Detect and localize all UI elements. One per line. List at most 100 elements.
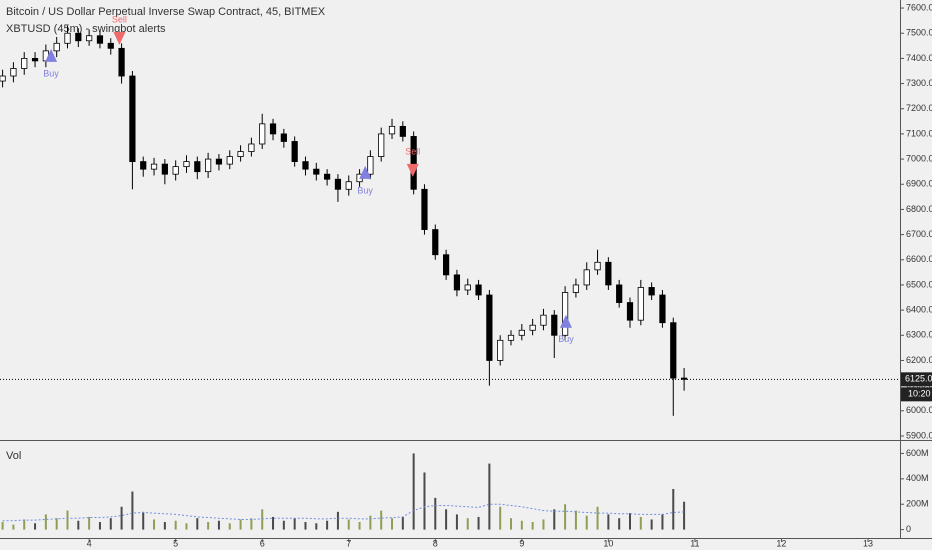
y-tick-label: 7300.0 [906,78,932,88]
volume-tick-label: 400M [906,473,929,483]
candle-body [594,261,601,271]
candle-body [626,302,634,321]
y-tick-label: 6700.0 [906,229,932,239]
candle-body [551,314,558,336]
y-tick-label: 6200.0 [906,355,932,365]
volume-title: Vol [6,450,21,462]
y-tick-label: 7400.0 [906,53,932,63]
chart-title: Bitcoin / US Dollar Perpetual Inverse Sw… [6,6,326,18]
candle-body [540,314,547,326]
candle-body [421,188,428,230]
volume-bar [650,519,653,530]
candle-body [129,75,136,163]
candle-body [248,143,255,152]
volume-bar [55,518,58,530]
candle-body [572,284,580,293]
volume-bar [629,513,631,530]
volume-bar [174,520,177,530]
volume-bar [77,520,80,530]
volume-bar [163,522,166,530]
candle-body [399,125,406,137]
candle-body [605,261,612,286]
volume-ma-line [2,503,685,522]
volume-bar [109,518,112,530]
candle-body [215,158,223,165]
volume-bar [153,519,156,530]
candle-body [10,68,17,77]
candle-body [583,269,590,286]
candle-body [475,284,482,296]
volume-bar [272,516,275,530]
candle-body [205,158,212,173]
y-tick-label: 7100.0 [906,128,932,138]
candle-body [464,284,471,291]
candle-body [0,75,6,82]
candle-body [507,334,515,341]
candle-body [443,254,450,276]
candle-body [21,57,28,69]
y-tick-label: 5900.0 [906,430,932,440]
last-price-label: 6125.0 [905,374,932,384]
volume-bar [596,506,599,530]
x-tick-label: 11 [690,538,699,548]
x-tick-label: 10 [603,538,613,548]
x-tick-label: 13 [863,538,873,548]
volume-bar [585,515,588,530]
volume-bar [391,518,394,530]
candle-body [616,284,623,303]
volume-bar [401,516,404,530]
volume-bar [336,511,339,530]
signal-label: Sell [112,14,127,24]
volume-bar [66,510,69,530]
volume-bar [607,514,610,530]
volume-bar [12,524,15,530]
candle-body [378,133,385,157]
volume-bar [466,518,469,530]
y-tick-label: 6400.0 [906,304,932,314]
volume-bar [510,518,513,530]
candle-body [561,292,569,336]
countdown-box [901,387,932,402]
volume-bar [683,501,686,530]
volume-bar [412,453,415,530]
signal-marker [559,314,572,328]
volume-bar [131,491,134,530]
volume-bar [661,514,664,530]
candle-body [648,287,655,296]
candle-body [345,181,352,190]
x-tick-label: 6 [260,538,265,548]
y-tick-label: 6000.0 [906,405,932,415]
volume-bar [142,511,145,530]
volume-bar [445,509,448,530]
volume-bar [326,520,329,530]
y-tick-label: 6500.0 [906,279,932,289]
signal-marker [113,32,126,46]
volume-bar [23,519,26,530]
volume-bar [304,522,307,530]
y-tick-label: 7000.0 [906,153,932,163]
candle-body [194,161,201,173]
y-tick-label: 6600.0 [906,254,932,264]
candle-body [670,322,677,379]
x-tick-label: 4 [87,538,92,548]
candle-body [183,161,190,168]
volume-bar [347,519,350,530]
candle-body [64,32,71,44]
candle-body [529,324,536,331]
volume-bar [488,463,491,530]
signal-label: Sell [405,146,420,156]
volume-bar [196,518,199,530]
candle-body [150,163,158,170]
volume-bar [369,515,372,530]
volume-bar [88,516,91,530]
candle-body [432,229,439,256]
y-tick-label: 6300.0 [906,330,932,340]
candle-body [107,42,114,49]
candle-body [53,42,60,52]
signal-label: Buy [357,185,373,195]
candle-body [334,178,342,190]
volume-bar [380,510,383,530]
candle-body [237,151,244,157]
